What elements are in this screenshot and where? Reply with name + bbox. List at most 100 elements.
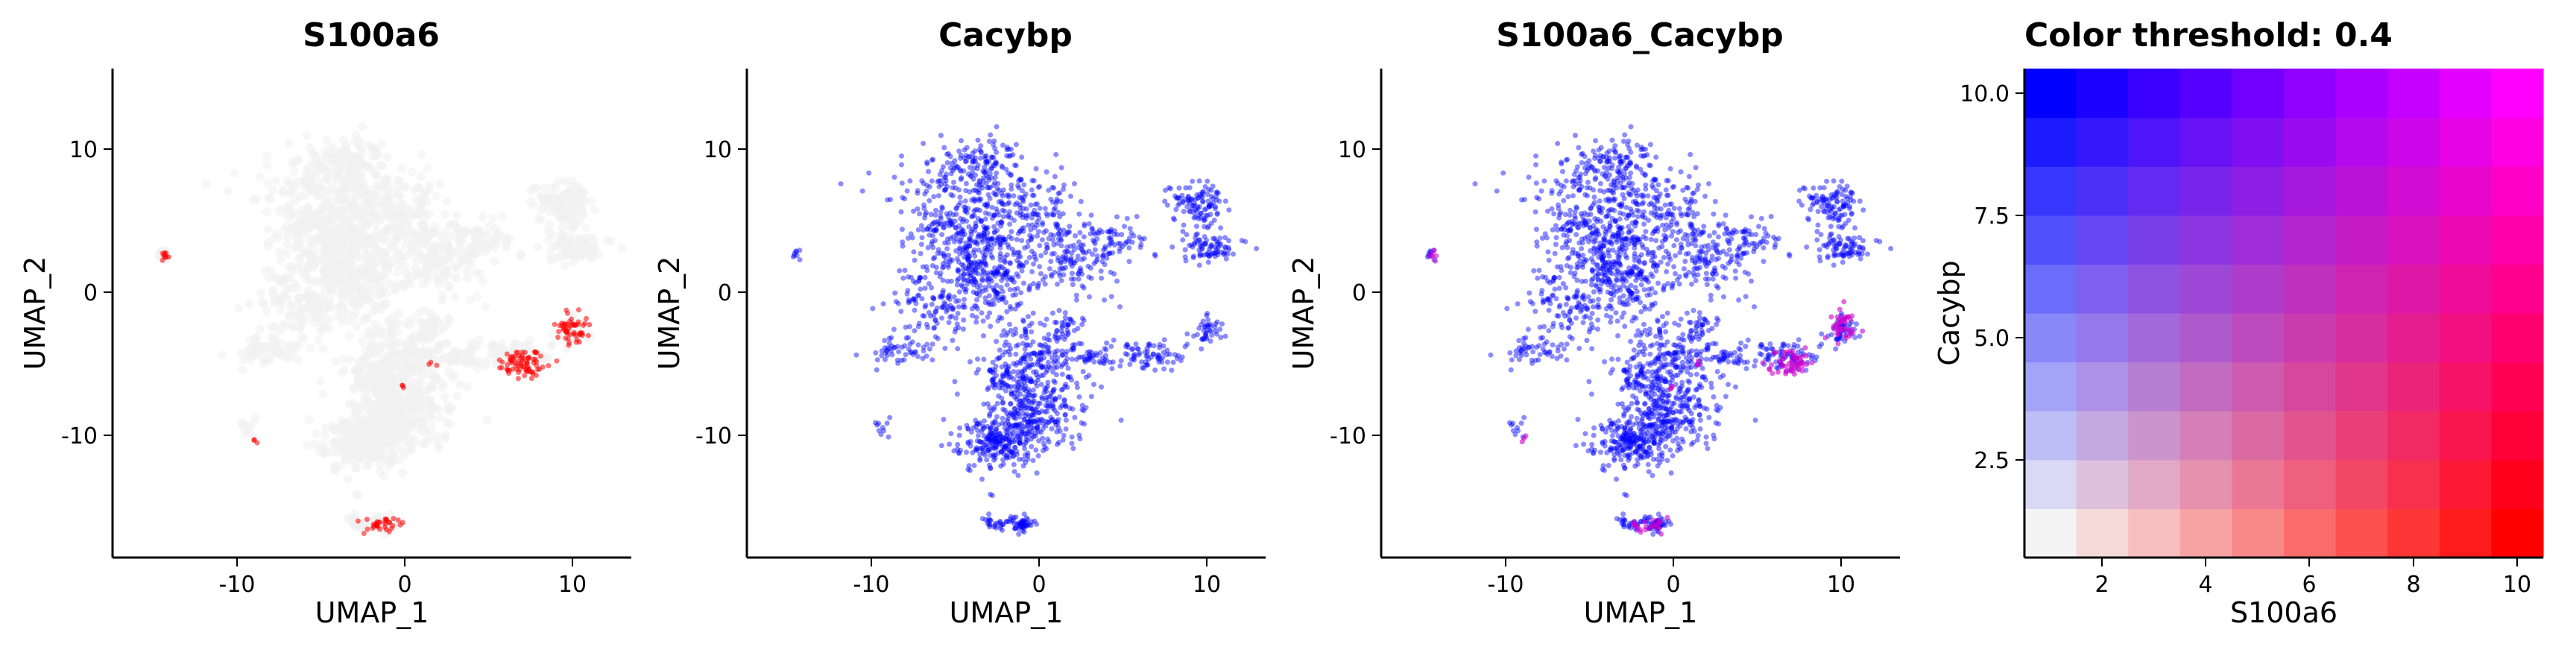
scatter-point (428, 247, 437, 256)
scatter-point (982, 285, 988, 290)
scatter-point (1016, 342, 1021, 347)
scatter-point (293, 300, 302, 309)
scatter-point (903, 325, 909, 330)
scatter-point (1070, 271, 1075, 276)
scatter-point (412, 230, 421, 239)
scatter-point (1043, 274, 1048, 280)
scatter-point (1021, 182, 1026, 187)
scatter-point (1206, 259, 1211, 265)
scatter-point (1006, 200, 1011, 205)
scatter-point (1145, 353, 1150, 358)
scatter-point (911, 249, 916, 254)
scatter-point (1219, 250, 1224, 255)
scatter-point (1036, 453, 1041, 458)
scatter-point (538, 353, 543, 359)
scatter-point (1207, 203, 1212, 208)
scatter-point (929, 302, 935, 307)
scatter-point (934, 265, 939, 270)
scatter-point (1079, 322, 1085, 327)
scatter-point (991, 431, 996, 436)
scatter-point (953, 326, 959, 332)
scatter-point (565, 311, 570, 316)
scatter-point (930, 233, 935, 239)
scatter-point (394, 221, 402, 230)
scatter-point (985, 247, 990, 252)
scatter-point (463, 382, 472, 391)
scatter-point (1066, 366, 1071, 371)
scatter-point (466, 296, 475, 305)
scatter-point (1012, 162, 1017, 168)
scatter-point (973, 280, 979, 285)
scatter-point (1022, 195, 1027, 200)
scatter-point (946, 294, 951, 299)
scatter-point (1216, 199, 1222, 204)
scatter-point (1029, 236, 1034, 242)
scatter-point (1000, 364, 1005, 370)
scatter-point (984, 159, 989, 164)
scatter-point (490, 257, 499, 266)
scatter-point (1195, 332, 1200, 337)
scatter-point (326, 295, 335, 304)
scatter-point (282, 274, 291, 283)
scatter-point (942, 346, 947, 351)
scatter-point (1037, 342, 1042, 347)
scatter-point (1082, 234, 1087, 239)
scatter-point (443, 314, 452, 323)
scatter-point (989, 302, 994, 307)
scatter-point (1031, 394, 1036, 399)
scatter-point (1070, 342, 1076, 347)
scatter-point (1067, 224, 1072, 229)
scatter-point (277, 348, 285, 357)
scatter-point (368, 267, 377, 276)
scatter-point (1052, 174, 1058, 179)
scatter-point (1063, 352, 1068, 357)
scatter-point (422, 403, 431, 412)
scatter-point (1057, 394, 1062, 400)
scatter-point (1020, 430, 1025, 435)
scatter-point (279, 204, 288, 213)
scatter-point (895, 361, 900, 366)
scatter-point (891, 345, 897, 350)
scatter-point (353, 300, 362, 309)
scatter-point (955, 442, 960, 447)
scatter-point (964, 181, 969, 186)
scatter-point (441, 209, 449, 218)
scatter-point (1046, 188, 1051, 193)
scatter-point (1021, 464, 1026, 469)
scatter-point (1049, 251, 1055, 256)
scatter-point (371, 522, 376, 527)
scatter-point (444, 241, 453, 250)
scatter-point (1041, 230, 1046, 235)
scatter-point (442, 197, 451, 206)
scatter-point (853, 353, 859, 358)
scatter-point (1008, 287, 1013, 292)
scatter-point (1165, 203, 1170, 208)
scatter-point (1048, 232, 1053, 237)
scatter-point (1020, 206, 1026, 211)
scatter-point (962, 287, 967, 292)
scatter-point (904, 335, 909, 341)
scatter-point (334, 154, 343, 162)
scatter-point (950, 338, 955, 343)
scatter-point (1151, 351, 1156, 356)
scatter-point (929, 212, 934, 217)
scatter-point (1009, 277, 1014, 283)
scatter-point (434, 405, 443, 414)
scatter-point (346, 283, 355, 292)
scatter-point (1033, 447, 1038, 452)
scatter-point (926, 169, 931, 174)
scatter-point (285, 139, 294, 148)
scatter-point (957, 239, 962, 244)
scatter-point (414, 367, 423, 376)
scatter-point (377, 290, 386, 299)
scatter-point (309, 239, 318, 247)
scatter-point (1058, 364, 1064, 369)
scatter-point (269, 234, 278, 243)
scatter-point (1076, 355, 1082, 360)
scatter-point (921, 265, 926, 270)
scatter-point (992, 146, 997, 151)
scatter-point (466, 344, 475, 353)
scatter-point (418, 220, 427, 229)
scatter-point (1190, 244, 1196, 250)
scatter-point (978, 446, 983, 451)
